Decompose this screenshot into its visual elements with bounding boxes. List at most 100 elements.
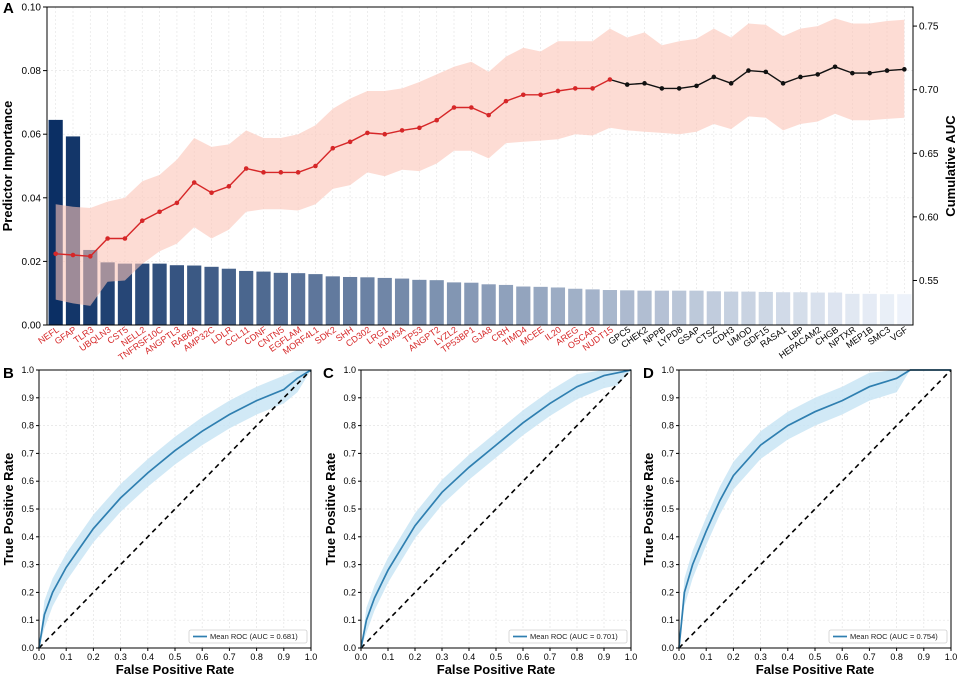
y2-tick-label: 0.60 (919, 212, 939, 223)
x-tick-label: 1.0 (305, 652, 318, 662)
x-tick-label: 0.1 (700, 652, 713, 662)
x-tick-label: 0.4 (142, 652, 155, 662)
x-tick-label: 0.1 (382, 652, 395, 662)
x-tick-label: 0.3 (436, 652, 449, 662)
auc-point (676, 86, 682, 91)
auc-point (53, 251, 58, 257)
x-axis-title: False Positive Rate (116, 662, 235, 677)
importance-bar (724, 291, 739, 325)
auc-point (780, 81, 786, 86)
y-tick-label: 1.0 (661, 365, 674, 375)
importance-bar (256, 271, 271, 325)
x-tick-label: 0.2 (409, 652, 422, 662)
y-tick-label: 0.1 (21, 615, 34, 625)
legend-label: Mean ROC (AUC = 0.701) (530, 632, 618, 641)
x-tick-label: 1.0 (945, 652, 958, 662)
y-tick-label: 0.3 (21, 560, 34, 570)
legend-box (508, 629, 628, 644)
chance-line (678, 369, 952, 649)
importance-bar (533, 286, 548, 325)
x-tick-label: 0.8 (571, 652, 584, 662)
y-tick-label: 0.6 (661, 476, 674, 486)
category-label: VGF (889, 324, 910, 343)
x-tick-label: 0.5 (490, 652, 503, 662)
importance-bar (689, 290, 704, 325)
auc-point (728, 81, 734, 86)
auc-point (139, 218, 145, 223)
auc-point (243, 166, 249, 171)
auc-point (70, 252, 76, 258)
importance-bar (810, 292, 825, 325)
x-tick-label: 0.3 (754, 652, 767, 662)
x-tick-label: 0.6 (517, 652, 530, 662)
auc-point (798, 74, 803, 80)
importance-bar (550, 287, 566, 325)
auc-point (572, 86, 578, 91)
y-tick-label: 0.5 (21, 504, 34, 514)
y-axis-title: True Positive Rate (323, 453, 338, 566)
x-tick-label: 0.9 (598, 652, 611, 662)
auc-point (711, 74, 717, 80)
y-tick-label: 0.08 (22, 66, 42, 77)
auc-point (694, 83, 699, 89)
x-tick-label: 0.7 (544, 652, 557, 662)
y-tick-label: 0.9 (661, 393, 674, 403)
panel-a-chart: 0.00 0.02 0.04 0.06 0.08 0.10 0.55 0.60 0.65 0.70… (0, 3, 958, 363)
auc-line-remaining (609, 66, 905, 90)
auc-point (607, 77, 613, 82)
auc-point (555, 88, 561, 94)
y-tick-label: 0.2 (343, 587, 356, 597)
x-axis-title: False Positive Rate (437, 662, 556, 677)
auc-point (174, 200, 180, 206)
y-tick-label: 0.8 (21, 421, 34, 431)
x-tick-label: 0.0 (33, 652, 46, 662)
auc-point (624, 82, 630, 87)
y-tick-label: 0.7 (21, 448, 34, 458)
importance-bar (169, 265, 185, 325)
auc-point (451, 105, 457, 110)
auc-point (434, 117, 440, 123)
y2-axis-title: Cumulative AUC (943, 115, 958, 217)
auc-point (850, 70, 855, 76)
auc-point (122, 236, 128, 241)
auc-point (399, 128, 405, 133)
importance-bar (897, 294, 912, 325)
panel-letter: B (3, 365, 14, 382)
auc-point (746, 68, 751, 73)
roc-confidence-band (39, 370, 311, 648)
importance-bar (879, 294, 895, 325)
y-tick-label: 0.8 (661, 421, 674, 431)
auc-point (261, 170, 266, 175)
mean-roc-curve (38, 369, 312, 649)
x-tick-label: 1.0 (625, 652, 638, 662)
y-tick-label: 0.06 (22, 130, 42, 141)
importance-bar (273, 272, 288, 325)
y-axis-title: Predictor Importance (0, 101, 15, 232)
mean-roc-curve (360, 369, 632, 649)
panel-letter: D (643, 365, 654, 382)
importance-bar (239, 270, 254, 325)
y-tick-label: 0.2 (661, 587, 674, 597)
panel-letter: A (3, 0, 14, 17)
y-tick-label: 0.4 (343, 532, 356, 542)
importance-bar (291, 273, 306, 325)
x-tick-label: 0.2 (727, 652, 740, 662)
importance-bar (187, 265, 202, 325)
plot-frame (46, 6, 914, 326)
x-tick-label: 0.9 (278, 652, 291, 662)
auc-point (884, 68, 890, 73)
importance-bar (568, 288, 583, 325)
importance-bar (152, 263, 167, 325)
y-tick-label: 0.3 (661, 560, 674, 570)
importance-bar (342, 276, 358, 325)
auc-point (815, 72, 821, 77)
y-tick-label: 0.0 (343, 643, 356, 653)
auc-point (330, 145, 336, 151)
y-tick-label: 0.2 (21, 587, 34, 597)
x-tick-label: 0.7 (223, 652, 236, 662)
legend-box (828, 629, 948, 644)
importance-bar (706, 291, 721, 325)
panel-c-chart: 0.00.0 0.1 0.1 0.2 0.2 0.3 0.3 0.4 0.4 0.5 0.5 0.6 0… (323, 365, 637, 677)
x-tick-label: 0.0 (355, 652, 368, 662)
